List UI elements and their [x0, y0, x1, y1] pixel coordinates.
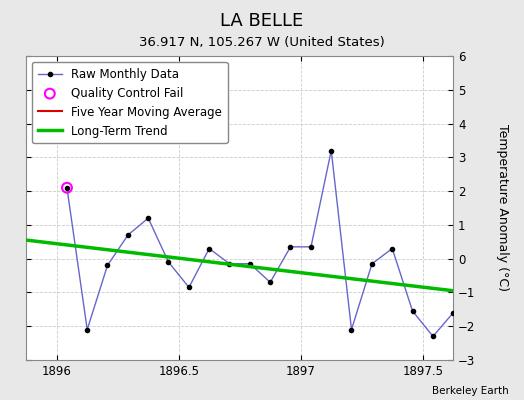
Raw Monthly Data — [348, 327, 355, 332]
Raw Monthly Data — [206, 246, 212, 251]
Raw Monthly Data — [145, 216, 151, 220]
Raw Monthly Data — [430, 334, 436, 339]
Line: Raw Monthly Data: Raw Monthly Data — [65, 148, 455, 338]
Raw Monthly Data — [247, 261, 253, 266]
Raw Monthly Data — [104, 263, 111, 268]
Quality Control Fail — [63, 184, 71, 191]
Legend: Raw Monthly Data, Quality Control Fail, Five Year Moving Average, Long-Term Tren: Raw Monthly Data, Quality Control Fail, … — [32, 62, 228, 144]
Raw Monthly Data — [308, 244, 314, 249]
Raw Monthly Data — [369, 261, 375, 266]
Raw Monthly Data — [166, 260, 172, 264]
Text: Berkeley Earth: Berkeley Earth — [432, 386, 508, 396]
Raw Monthly Data — [125, 233, 131, 238]
Text: 36.917 N, 105.267 W (United States): 36.917 N, 105.267 W (United States) — [139, 36, 385, 49]
Raw Monthly Data — [287, 244, 293, 249]
Raw Monthly Data — [389, 246, 396, 251]
Raw Monthly Data — [328, 148, 334, 153]
Raw Monthly Data — [186, 285, 192, 290]
Raw Monthly Data — [84, 327, 90, 332]
Text: LA BELLE: LA BELLE — [221, 12, 303, 30]
Raw Monthly Data — [226, 261, 233, 266]
Y-axis label: Temperature Anomaly (°C): Temperature Anomaly (°C) — [496, 124, 509, 292]
Raw Monthly Data — [409, 309, 416, 314]
Raw Monthly Data — [450, 310, 456, 315]
Raw Monthly Data — [64, 185, 70, 190]
Raw Monthly Data — [267, 280, 274, 285]
